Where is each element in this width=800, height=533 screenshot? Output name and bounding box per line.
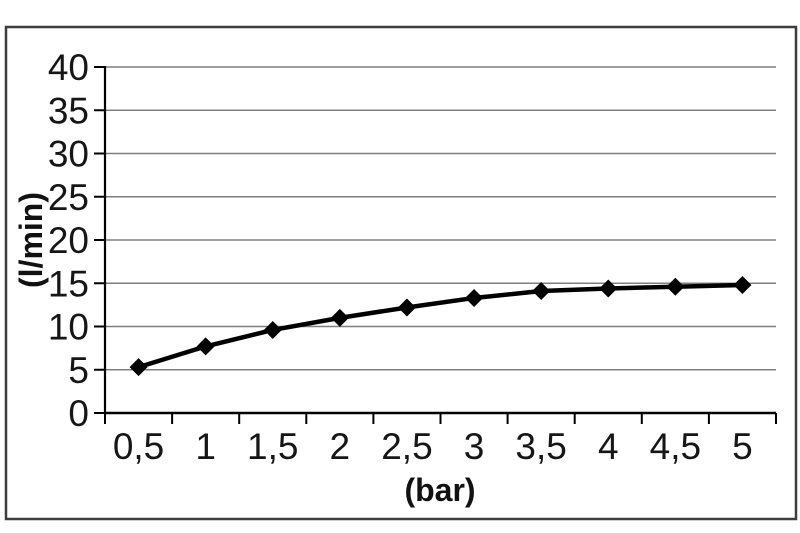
y-tick-label: 20 xyxy=(48,220,89,261)
data-point-marker xyxy=(263,320,282,339)
x-tick-label: 1,5 xyxy=(247,426,298,467)
y-tick-label: 15 xyxy=(48,263,89,304)
y-tick-label: 40 xyxy=(48,47,89,88)
data-point-marker xyxy=(465,288,484,307)
chart-frame xyxy=(6,27,796,519)
flow-series xyxy=(129,275,752,377)
x-tick-label: 5 xyxy=(732,426,753,467)
x-tick-label: 0,5 xyxy=(113,426,164,467)
x-tick-label: 4,5 xyxy=(650,426,701,467)
y-tick-label: 10 xyxy=(48,307,89,348)
x-tick-label: 1 xyxy=(195,426,216,467)
data-point-marker xyxy=(129,358,148,377)
flow-series-line xyxy=(136,282,745,370)
data-point-marker xyxy=(666,277,685,296)
y-tick-label: 30 xyxy=(48,134,89,175)
data-point-marker xyxy=(196,337,215,356)
data-point-marker xyxy=(532,282,551,301)
x-tick-label: 4 xyxy=(598,426,619,467)
chart-frame-border xyxy=(4,25,798,521)
x-tick-label: 3,5 xyxy=(515,426,566,467)
y-tick-label: 35 xyxy=(48,90,89,131)
y-gridlines xyxy=(105,66,776,371)
x-axis-tick-labels: 0,5 1 1,5 2 2,5 3 3,5 4 4,5 5 xyxy=(113,426,753,467)
x-axis-ticks xyxy=(104,413,777,424)
y-tick-label: 0 xyxy=(68,393,89,434)
data-point-marker xyxy=(733,275,752,294)
y-axis-title: (l/min) xyxy=(13,192,49,288)
data-point-marker xyxy=(330,308,349,327)
x-tick-label: 3 xyxy=(464,426,485,467)
x-axis-title: (bar) xyxy=(404,472,475,508)
data-point-marker xyxy=(397,298,416,317)
x-tick-label: 2,5 xyxy=(381,426,432,467)
y-tick-label: 5 xyxy=(68,350,89,391)
x-tick-label: 2 xyxy=(330,426,351,467)
y-tick-label: 25 xyxy=(48,177,89,218)
y-axis-ticks xyxy=(94,66,105,414)
data-point-marker xyxy=(599,279,618,298)
